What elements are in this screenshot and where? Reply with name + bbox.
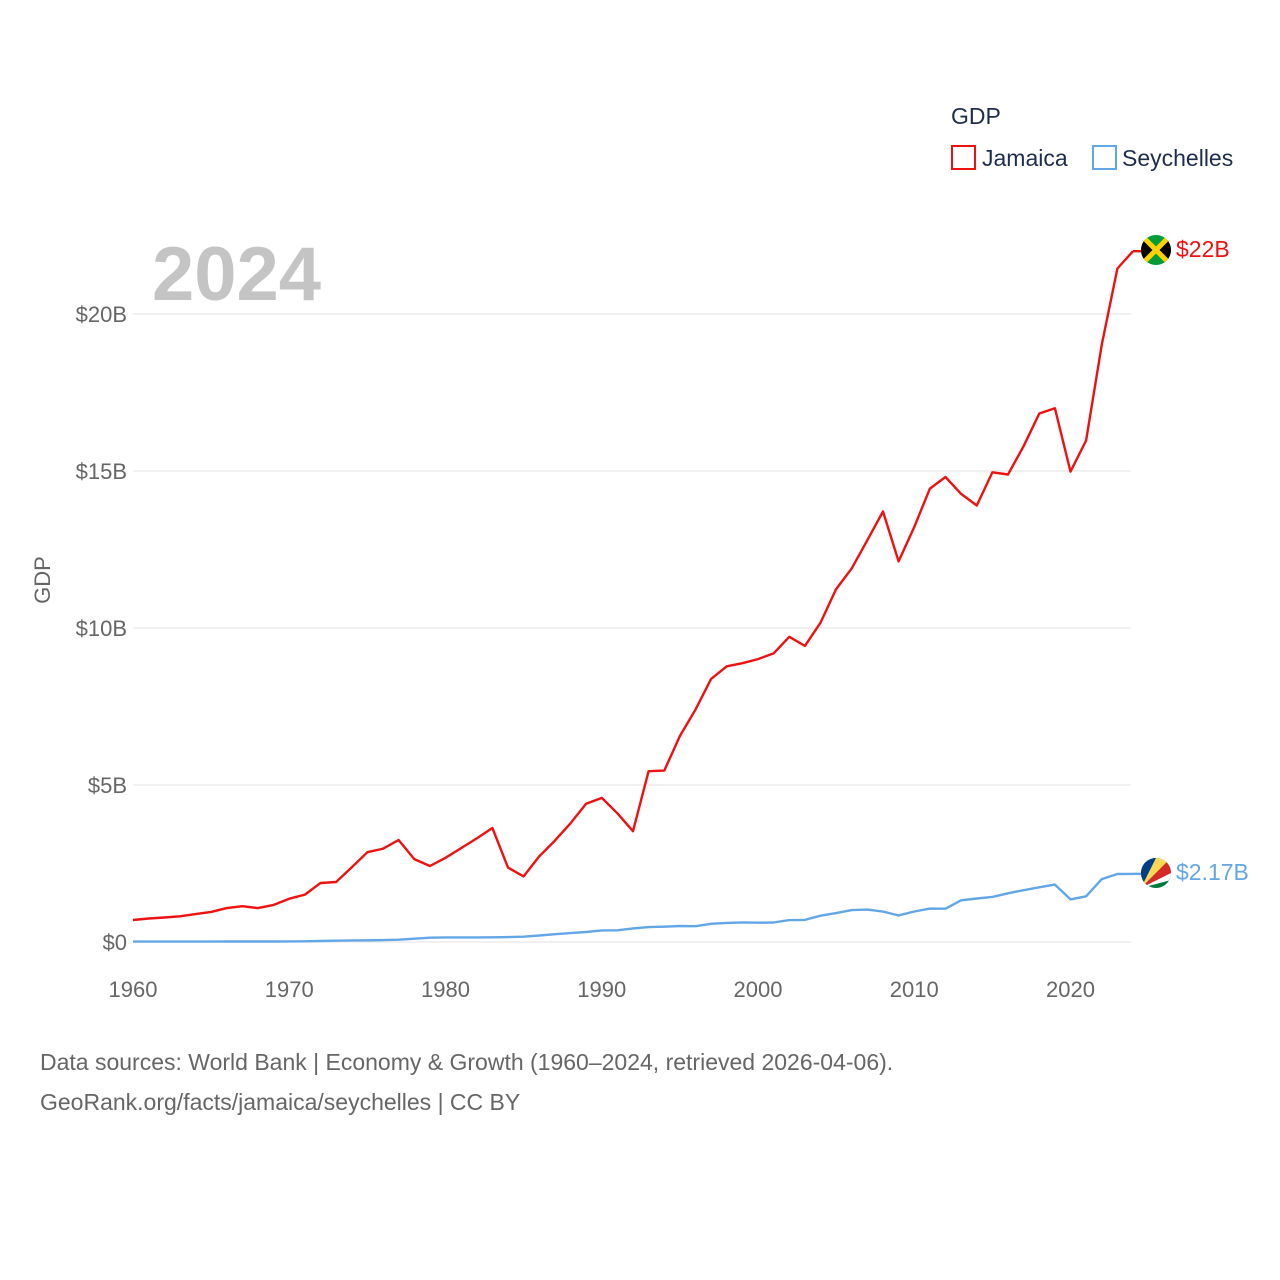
year-label: 2024 (152, 232, 321, 317)
x-tick-label: 2000 (734, 977, 783, 1002)
legend-label-jamaica: Jamaica (982, 145, 1068, 171)
y-tick-label: $20B (76, 302, 127, 327)
legend-item-jamaica[interactable]: Jamaica (951, 145, 1068, 171)
legend: GDP Jamaica Seychelles (951, 103, 1233, 171)
series-line-seychelles[interactable] (133, 872, 1134, 943)
legend-title: GDP (951, 103, 1001, 129)
x-tick-label: 1960 (109, 977, 158, 1002)
legend-swatch-jamaica (951, 145, 976, 170)
footer-sources: Data sources: World Bank | Economy & Gro… (40, 1049, 894, 1075)
x-tick-label: 2010 (890, 977, 939, 1002)
source-footer: Data sources: World Bank | Economy & Gro… (40, 1042, 893, 1122)
series-line-jamaica[interactable] (132, 250, 1134, 922)
y-axis-title: GDP (30, 556, 55, 604)
x-tick-label: 1980 (421, 977, 470, 1002)
y-tick-label: $10B (76, 616, 127, 641)
y-tick-label: $5B (88, 773, 127, 798)
seychelles-end-label: $2.17B (1176, 859, 1249, 885)
seychelles-flag-icon (1141, 858, 1171, 888)
x-tick-label: 2020 (1046, 977, 1095, 1002)
x-tick-label: 1970 (265, 977, 314, 1002)
legend-swatch-seychelles (1092, 145, 1117, 170)
legend-label-seychelles: Seychelles (1122, 145, 1233, 171)
x-tick-label: 1990 (577, 977, 626, 1002)
y-tick-label: $0 (103, 930, 127, 955)
y-tick-label: $15B (76, 459, 127, 484)
jamaica-flag-icon (1141, 235, 1171, 265)
legend-item-seychelles[interactable]: Seychelles (1092, 145, 1233, 171)
jamaica-end-label: $22B (1176, 236, 1230, 262)
footer-attribution: GeoRank.org/facts/jamaica/seychelles | C… (40, 1089, 521, 1115)
